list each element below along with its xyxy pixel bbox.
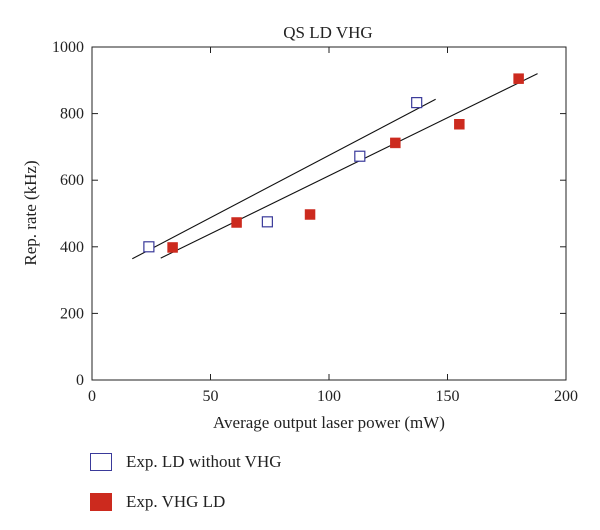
y-tick-label: 0 [76, 372, 84, 389]
x-axis-title: Average output laser power (mW) [213, 413, 445, 432]
filled-square-point [513, 73, 524, 84]
y-tick-label: 400 [60, 239, 84, 256]
legend-item-ld-without-vhg: Exp. LD without VHG [90, 448, 282, 476]
open-square-point [354, 150, 366, 162]
filled-square-point [454, 119, 465, 130]
filled-square-point [390, 137, 401, 149]
legend: Exp. LD without VHG Exp. VHG LD [90, 448, 282, 528]
legend-label: Exp. VHG LD [126, 492, 226, 511]
fit-line-series-0 [132, 98, 436, 260]
filled-square-marker-icon [90, 493, 112, 511]
y-tick-label: 600 [60, 172, 84, 189]
open-square-point [261, 216, 273, 228]
filled-square-point [231, 217, 242, 228]
x-tick-label: 200 [554, 388, 578, 405]
x-tick-label: 50 [203, 388, 219, 405]
chart-title: QS LD VHG [283, 23, 372, 42]
y-tick-label: 200 [60, 305, 84, 322]
legend-label: Exp. LD without VHG [126, 452, 282, 471]
fit-line-series-1 [160, 73, 538, 259]
scatter-chart: QS LD VHG 0 50 100 150 20002004006008001000 … [21, 23, 578, 432]
x-tick-label: 0 [88, 388, 96, 405]
axis-ticks: 0 50 100 150 200 0 200 400 600 800 1000 [52, 39, 578, 405]
open-square-point [143, 241, 155, 253]
filled-square-point [304, 209, 316, 220]
open-square-point [411, 97, 423, 109]
y-tick-label: 800 [60, 106, 84, 123]
filled-square-point [167, 242, 178, 253]
x-tick-label: 100 [317, 388, 341, 405]
y-tick-label: 1000 [52, 39, 84, 56]
x-tick-label: 150 [436, 388, 460, 405]
y-axis-title: Rep. rate (kHz) [21, 160, 40, 265]
legend-item-vhg-ld: Exp. VHG LD [90, 488, 282, 516]
fit-lines [132, 73, 538, 260]
open-square-marker-icon [90, 453, 112, 471]
data-points [143, 73, 524, 253]
plot-frame [91, 46, 567, 381]
